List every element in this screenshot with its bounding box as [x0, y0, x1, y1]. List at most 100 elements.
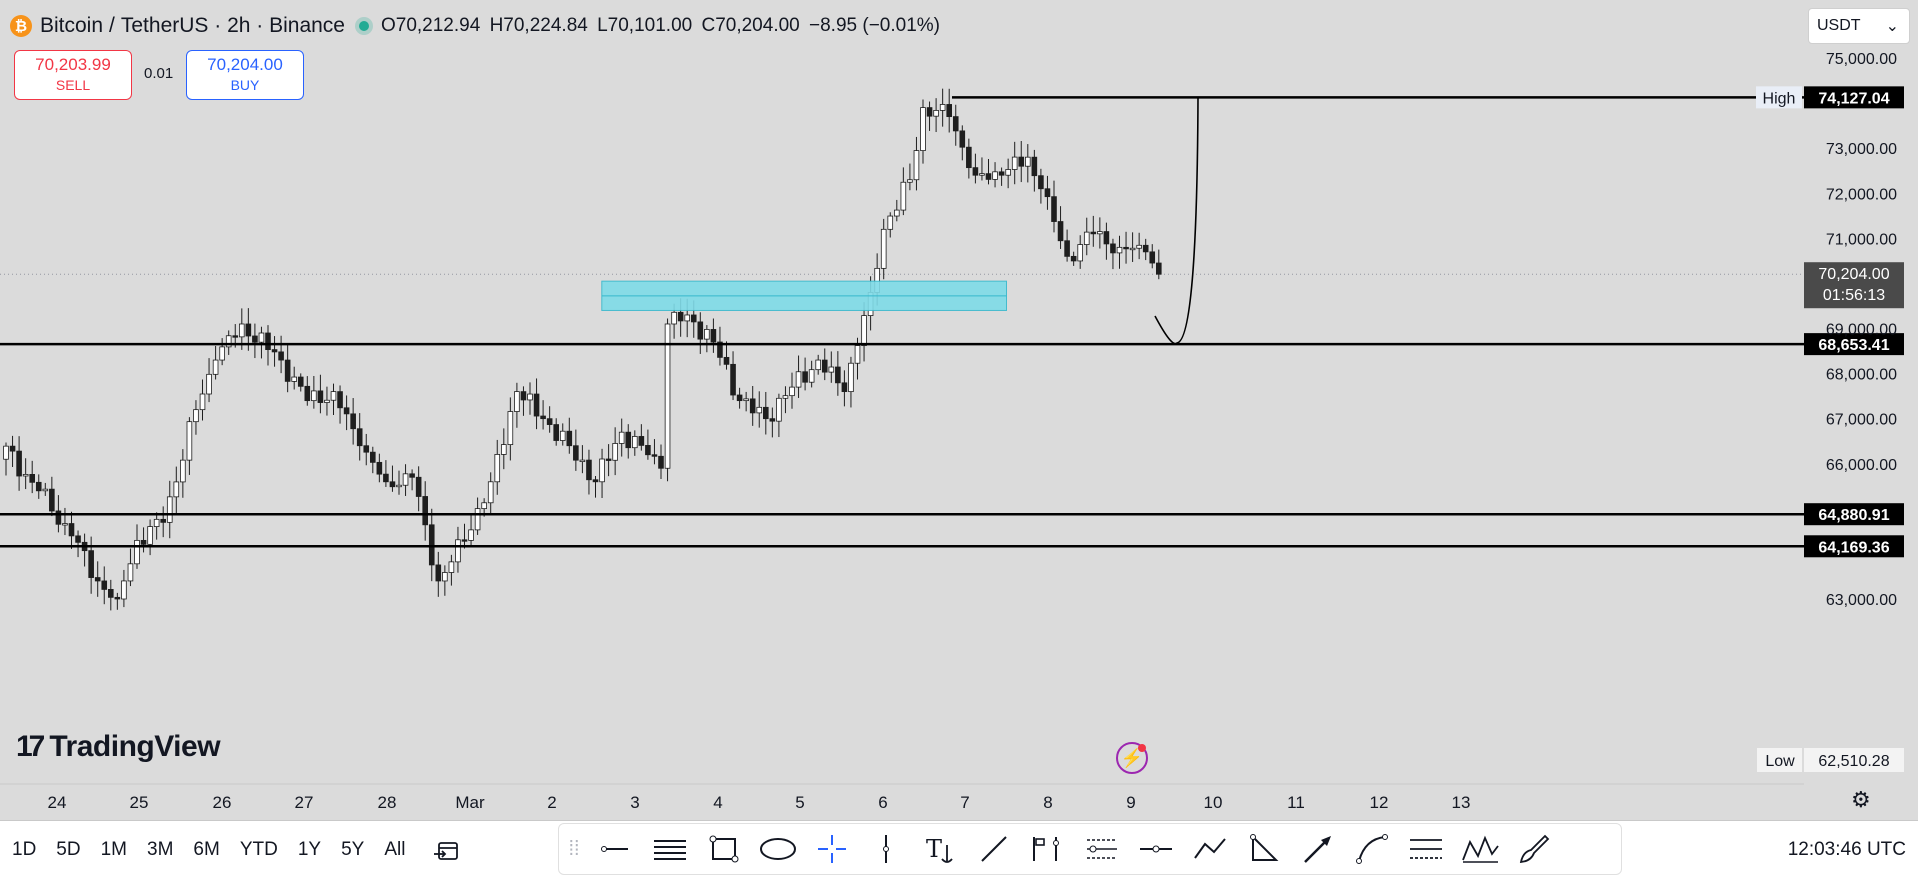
candle-body: [782, 395, 789, 399]
candle-body: [363, 445, 370, 453]
candle-body: [743, 398, 749, 402]
candle-body: [62, 523, 68, 526]
range-buttons: 1D 5D 1M 3M 6M YTD 1Y 5Y All: [12, 839, 481, 869]
range-all[interactable]: All: [384, 839, 406, 860]
drag-handle-icon[interactable]: ⁞⁞: [568, 837, 580, 860]
trend-line-icon[interactable]: [589, 827, 643, 871]
range-3m[interactable]: 3M: [147, 839, 174, 860]
candle-body: [894, 209, 900, 217]
candle-body: [9, 445, 16, 452]
triangle-icon[interactable]: [1237, 827, 1291, 871]
candle-body: [461, 539, 468, 542]
range-6m[interactable]: 6M: [193, 839, 220, 860]
date-range-icon[interactable]: [433, 839, 461, 869]
horizontal-ray-icon[interactable]: [1129, 827, 1183, 871]
long-position-icon[interactable]: [1021, 827, 1075, 871]
candle-body: [311, 390, 317, 402]
date-tick-label: 4: [713, 793, 722, 812]
range-1d[interactable]: 1D: [12, 839, 37, 860]
horizontal-lines-icon[interactable]: [643, 827, 697, 871]
candle-body: [1005, 169, 1011, 176]
candle-body: [1103, 231, 1110, 245]
pitchfork-icon[interactable]: [1399, 827, 1453, 871]
date-tick-label: 28: [378, 793, 397, 812]
candle-body: [1025, 156, 1031, 167]
candle-body: [402, 473, 409, 486]
flash-icon[interactable]: ⚡: [1116, 742, 1148, 774]
candle-body: [592, 479, 599, 483]
symbol-quote[interactable]: TetherUS · 2h · Binance: [120, 14, 345, 37]
candle-body: [939, 104, 946, 111]
candle-body: [821, 359, 828, 373]
candle-body: [717, 341, 723, 358]
range-5y[interactable]: 5Y: [341, 839, 365, 860]
price-tick-label: 71,000.00: [1826, 231, 1897, 248]
candle-body: [520, 391, 527, 401]
buy-button[interactable]: 70,204.00 BUY: [186, 50, 304, 100]
fib-retracement-icon[interactable]: [1075, 827, 1129, 871]
candle-body: [1110, 243, 1116, 254]
range-1y[interactable]: 1Y: [297, 839, 322, 860]
candle-body: [985, 173, 992, 180]
candle-body: [710, 329, 717, 343]
level-price-label: 68,653.41: [1818, 337, 1889, 354]
candle-body: [219, 346, 225, 361]
candle-body: [500, 444, 507, 455]
candle-body: [763, 406, 769, 420]
candle-body: [317, 390, 324, 403]
candle-body: [442, 572, 448, 582]
range-ytd[interactable]: YTD: [239, 839, 278, 860]
candle-body: [153, 518, 160, 527]
rectangle-icon[interactable]: [697, 827, 751, 871]
candle-body: [258, 332, 265, 343]
candle-body: [291, 376, 297, 382]
path-icon[interactable]: [1183, 827, 1237, 871]
date-tick-label: 26: [213, 793, 232, 812]
curve-icon[interactable]: [1345, 827, 1399, 871]
ellipse-icon[interactable]: [751, 827, 805, 871]
candle-body: [127, 563, 134, 582]
arrow-icon[interactable]: [1291, 827, 1345, 871]
candle-body: [49, 488, 55, 512]
candle-body: [265, 332, 271, 351]
candle-body: [553, 424, 559, 441]
candle-body: [618, 431, 625, 444]
candle-body: [612, 443, 618, 461]
close-value: C70,204.00: [701, 15, 800, 36]
symbol-name[interactable]: Bitcoin: [40, 14, 104, 37]
candle-body: [193, 409, 199, 423]
candle-body: [35, 481, 42, 492]
candle-body: [573, 445, 579, 461]
candle-body: [1090, 231, 1097, 235]
candle-body: [324, 399, 330, 403]
price-tick-label: 73,000.00: [1826, 141, 1897, 158]
utc-clock[interactable]: 12:03:46 UTC: [1787, 839, 1906, 860]
date-tick-label: 10: [1204, 793, 1223, 812]
candle-body: [1057, 221, 1064, 242]
brush-icon[interactable]: [1507, 827, 1561, 871]
projection-path[interactable]: [1154, 97, 1199, 345]
chart-background: [0, 0, 1918, 820]
settings-icon[interactable]: ⚙: [1851, 787, 1871, 812]
spread-value: 0.01: [144, 65, 174, 82]
pattern-icon[interactable]: [1453, 827, 1507, 871]
candle-body: [1142, 244, 1149, 253]
ray-icon[interactable]: [967, 827, 1021, 871]
range-1m[interactable]: 1M: [100, 839, 127, 860]
sell-button[interactable]: 70,203.99 SELL: [14, 50, 132, 100]
text-tool-icon[interactable]: T: [913, 827, 967, 871]
date-tick-label: 25: [130, 793, 149, 812]
vertical-line-icon[interactable]: [859, 827, 913, 871]
date-tick-label: 24: [48, 793, 67, 812]
currency-select[interactable]: USDT ⌄: [1808, 8, 1910, 44]
candle-body: [1116, 246, 1123, 254]
range-5d[interactable]: 5D: [56, 839, 81, 860]
crosshair-icon[interactable]: [805, 827, 859, 871]
date-tick-label: 2: [547, 793, 556, 812]
candle-body: [134, 539, 140, 565]
candle-body: [998, 171, 1005, 176]
candle-body: [802, 371, 808, 383]
date-tick-label: 8: [1043, 793, 1052, 812]
low-tag-label: Low: [1765, 753, 1795, 770]
